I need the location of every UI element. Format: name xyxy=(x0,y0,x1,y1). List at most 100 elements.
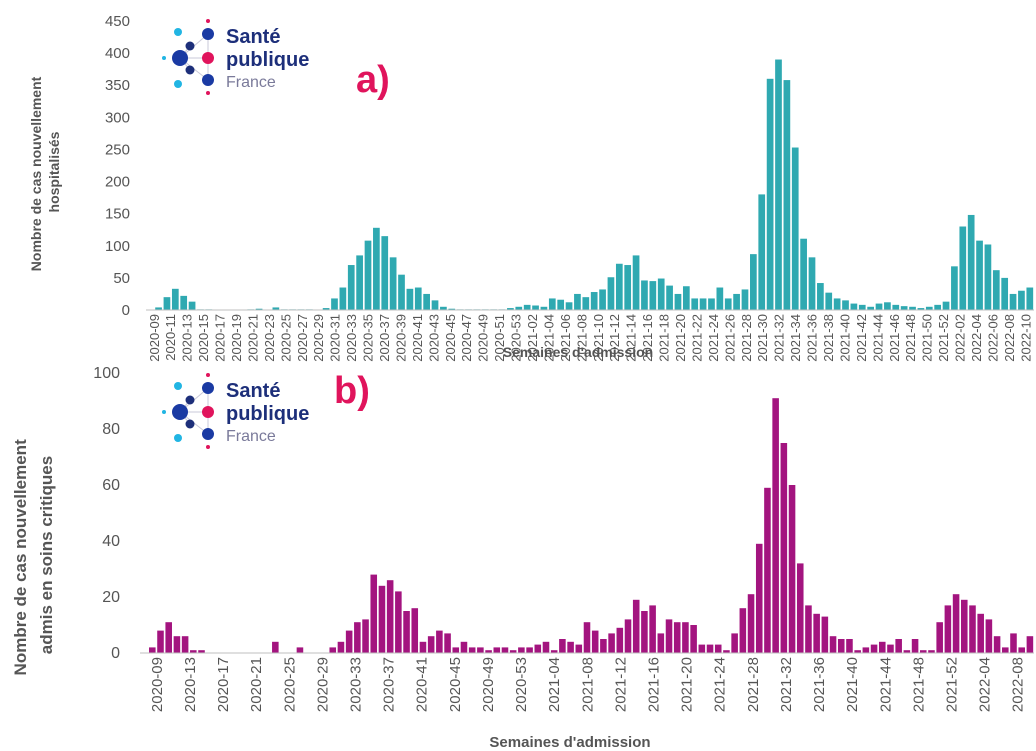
panel-b-y-label-line2: admis en soins critiques xyxy=(37,456,56,654)
panel-b-bar xyxy=(378,585,386,653)
panel-b-bar xyxy=(518,647,525,653)
panel-a-y-tick-label: 450 xyxy=(105,13,130,30)
logo-line3: France xyxy=(226,428,276,445)
panel-b-x-tick-label: 2021-24 xyxy=(712,657,729,712)
panel-a-x-tick-label: 2021-02 xyxy=(525,314,540,362)
panel-b-x-tick-label: 2020-13 xyxy=(182,657,199,712)
panel-a-y-tick-label: 200 xyxy=(105,174,130,191)
panel-a-bar xyxy=(590,292,598,310)
panel-b-x-tick-label: 2021-20 xyxy=(679,657,696,712)
panel-a-y-tick-label: 350 xyxy=(105,77,130,94)
panel-a-bar xyxy=(741,289,749,310)
panel-a-bar xyxy=(892,304,900,310)
panel-b-x-tick-label: 2020-49 xyxy=(480,657,497,712)
panel-b-x-tick-label: 2020-25 xyxy=(281,657,298,712)
panel-a-bar xyxy=(758,194,766,310)
panel-b-bar xyxy=(1026,636,1034,653)
panel-a-x-tick-label: 2020-11 xyxy=(163,314,178,361)
panel-a-y-tick-label: 50 xyxy=(113,270,130,287)
panel-b-y-tick-label: 80 xyxy=(102,421,120,438)
panel-b-bar xyxy=(682,622,689,653)
panel-b-bar xyxy=(181,636,189,653)
panel-b-bar xyxy=(526,647,533,653)
panel-b-bar xyxy=(977,613,984,653)
panel-a-bar xyxy=(389,257,397,310)
panel-b-bar xyxy=(747,594,755,653)
panel-a-x-tick-label: 2021-10 xyxy=(591,314,606,362)
panel-b-bar xyxy=(477,647,484,653)
panel-b-bar xyxy=(403,611,410,653)
panel-a-bar xyxy=(791,147,799,310)
panel-a-bar xyxy=(557,299,565,310)
panel-a-bar xyxy=(406,288,414,310)
panel-a-bar xyxy=(448,308,456,310)
panel-a-bar xyxy=(515,306,523,310)
panel-b-y-tick-label: 0 xyxy=(111,645,120,662)
panel-b-bar xyxy=(157,630,164,653)
panel-a-x-tick-label: 2022-04 xyxy=(969,314,984,362)
panel-a-x-tick-label: 2021-28 xyxy=(739,314,754,362)
santé-publique-france-logo-a: Santé publique France xyxy=(161,18,309,96)
panel-b-bar xyxy=(485,650,492,653)
panel-a-x-tick-label: 2021-50 xyxy=(920,314,935,362)
panel-a-bar xyxy=(440,306,447,310)
panel-a-x-tick-label: 2020-17 xyxy=(213,314,228,362)
panel-a-y-tick-label: 400 xyxy=(105,45,130,62)
panel-b-bar xyxy=(272,641,279,653)
panel-b-bar xyxy=(468,647,476,653)
panel-a-x-tick-label: 2022-08 xyxy=(1002,314,1017,362)
panel-b-bar xyxy=(370,574,378,653)
panel-a-bar xyxy=(925,306,933,310)
panel-b-bar xyxy=(509,650,517,653)
panel-a-bar xyxy=(373,227,380,310)
panel-b-bar xyxy=(755,543,763,653)
panel-b-x-tick-label: 2021-28 xyxy=(745,657,762,712)
panel-a-x-tick-label: 2021-12 xyxy=(607,314,622,362)
panel-b-bars xyxy=(149,398,1034,653)
panel-a-x-tick-label: 2020-25 xyxy=(278,314,293,362)
panel-b-bar xyxy=(362,619,369,653)
panel-b-bar xyxy=(419,641,427,653)
panel-b-bar xyxy=(870,644,878,653)
panel-b-bar xyxy=(616,627,624,653)
panel-a-bar xyxy=(423,293,430,310)
panel-b-bar xyxy=(501,647,509,653)
panel-a-bar xyxy=(699,298,707,310)
panel-b-bar xyxy=(739,608,747,653)
panel-a-x-tick-label: 2020-37 xyxy=(377,314,392,362)
panel-a-bar xyxy=(398,274,405,310)
panel-b-bar xyxy=(354,622,361,653)
panel-a-x-tick-label: 2021-52 xyxy=(936,314,951,362)
panel-a-bar xyxy=(356,255,363,310)
panel-a-bar xyxy=(607,277,615,310)
panel-b-bar xyxy=(821,616,829,653)
panel-a-x-tick-labels: 2020-09 2020-11 2020-13 2020-15 2020-17 2020-… xyxy=(147,314,1034,362)
panel-a-x-tick-label: 2021-46 xyxy=(887,314,902,362)
panel-b-bar xyxy=(928,650,935,653)
panel-a-bar xyxy=(624,265,632,310)
panel-a-bar xyxy=(682,286,690,310)
panel-a-y-tick-label: 100 xyxy=(105,238,130,255)
panel-a-bar xyxy=(959,226,967,310)
panel-b-bar xyxy=(149,647,156,653)
panel-a-y-tick-label: 300 xyxy=(105,109,130,126)
panel-a-x-tick-label: 2020-29 xyxy=(311,314,326,362)
panel-a-bar xyxy=(599,289,606,310)
panel-b-bar xyxy=(600,639,607,653)
panel-a-x-tick-label: 2020-39 xyxy=(393,314,408,362)
panel-b-bar xyxy=(649,605,656,653)
panel-a-bar xyxy=(766,78,774,310)
panel-b-bar xyxy=(673,622,681,653)
panel-a-bar xyxy=(875,303,883,310)
panel-a-bar xyxy=(272,307,280,310)
panel-a-bar xyxy=(666,285,673,310)
panel-a-bar xyxy=(657,278,665,310)
panel-b-bar xyxy=(345,630,353,653)
panel-a-x-tick-label: 2020-45 xyxy=(443,314,458,362)
panel-a-x-tick-label: 2020-19 xyxy=(229,314,244,362)
panel-b-bar xyxy=(444,633,451,653)
panel-a-bar xyxy=(548,298,556,310)
panel-a-x-tick-label: 2020-13 xyxy=(180,314,195,362)
panel-a-bar xyxy=(917,308,925,310)
